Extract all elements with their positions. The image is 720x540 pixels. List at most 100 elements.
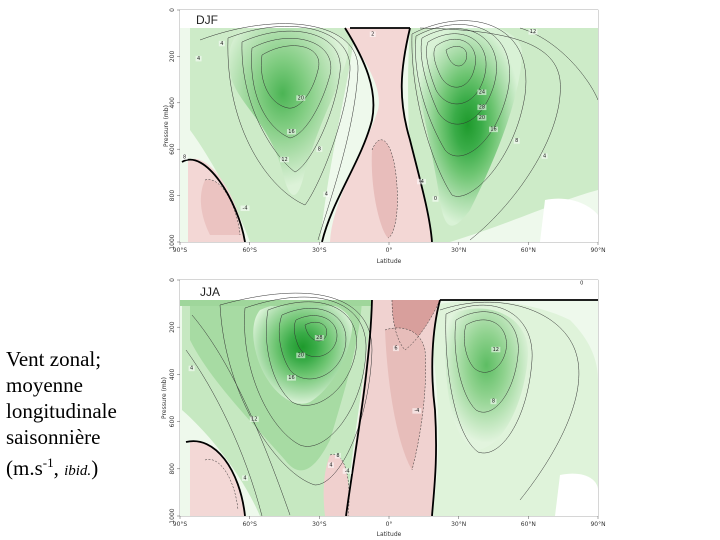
x-tick-label: 0° (386, 521, 393, 528)
jja-zero-lines (185, 299, 598, 516)
contour-label: 4 (197, 56, 200, 62)
contour-label-bg (240, 205, 250, 212)
contour-s-24 (294, 315, 338, 357)
contour-s-16 (266, 301, 357, 406)
contour-label: 12 (493, 347, 499, 353)
djf-contour-labels: 4 4 20 16 12 8 8 4 2 24 28 20 16 12 8 4 0 -4 -4 (181, 29, 548, 212)
y-tick-label: 800 (169, 190, 176, 202)
lower-right-blank (555, 473, 598, 516)
contour-label: 12 (530, 29, 536, 35)
contour-label: 20 (298, 95, 304, 101)
tropical-easterlies (330, 28, 432, 242)
contour-label: 4 (329, 462, 332, 468)
contour-s-4 (199, 23, 359, 241)
contour-neg-4 (384, 327, 426, 471)
djf-zero-lines (181, 27, 433, 242)
x-tick-label: 30°S (312, 247, 327, 254)
contour-n-20 (426, 33, 487, 105)
caption-unit-prefix: (m.s (6, 456, 43, 480)
contour-label-bg (249, 416, 259, 422)
contour-label: 8 (515, 138, 518, 144)
contour-s-20 (261, 45, 320, 109)
contour-label-bg (323, 191, 330, 198)
contour-label-bg (417, 178, 427, 185)
contour-label-bg (491, 346, 501, 353)
contour-label-bg (490, 398, 497, 405)
contour-n-12 (415, 24, 510, 157)
caption-unit-suffix: ) (91, 456, 99, 480)
contour-label-bg (342, 468, 352, 474)
contour-label-bg (242, 475, 249, 481)
zero-line-south (345, 299, 373, 516)
contour-s-8 (227, 26, 351, 206)
contour-label: 4 (543, 153, 546, 159)
contour-n-8 (411, 20, 527, 197)
contour-label-bg (334, 453, 341, 459)
contour-label-bg (327, 462, 334, 468)
contour-label: 0 (580, 281, 583, 287)
contour-label: 6 (394, 346, 397, 352)
x-tick-label: 30°S (312, 521, 327, 528)
polar-easterlies-south (190, 441, 245, 516)
contour-label: 8 (492, 399, 495, 405)
contour-label: 28 (316, 335, 322, 341)
contour-label: -4 (243, 206, 248, 212)
contour-label-bg (477, 104, 487, 111)
contour-label-bg (392, 345, 399, 352)
contour-s-12 (241, 30, 341, 173)
easterly-core (371, 139, 398, 238)
contour-label: 4 (243, 475, 246, 481)
contour-label: 8 (336, 453, 339, 459)
contour-s-8 (219, 292, 373, 486)
easterly-middle (385, 327, 426, 470)
x-tick-label: 90°N (590, 521, 605, 528)
contour-n-8 (454, 311, 519, 413)
contour-n-4 (445, 304, 533, 454)
zero-line-north (431, 299, 441, 516)
contour-label: 12 (281, 157, 287, 163)
y-tick-label: 200 (169, 50, 176, 62)
x-tick-label: 0° (386, 247, 393, 254)
y-tick-label: 400 (169, 97, 176, 109)
contour-label: 16 (288, 375, 294, 381)
jja-x-ticks: 90°S 60°S 30°S 0° 30°N 60°N 90°N (173, 516, 606, 528)
contour-label-bg (489, 126, 498, 133)
zero-line-polar-south (185, 440, 246, 516)
contour-s-20 (279, 308, 347, 380)
contour-label: 12 (251, 416, 257, 422)
zero-line-north (400, 27, 433, 242)
caption-unit-exponent: -1 (42, 455, 54, 470)
caption-ibid: ibid. (64, 463, 92, 479)
djf-x-axis-title: Latitude (377, 258, 402, 265)
contour-label: 0 (434, 196, 437, 202)
y-tick-label: 400 (169, 368, 176, 380)
zero-line-south (321, 27, 375, 242)
caption-unit-separator: , (53, 456, 65, 480)
figure-caption: Vent zonal; moyenne longitudinale saison… (6, 346, 166, 484)
contour-label: -4 (414, 408, 419, 414)
contour-label-bg (296, 95, 306, 101)
contour-label: 4 (325, 192, 328, 198)
contour-label-bg (513, 138, 520, 144)
contour-s-outer (185, 349, 263, 516)
stratosphere-cap (180, 10, 598, 28)
contour-label-bg (477, 115, 487, 121)
contour-neg-polar (204, 459, 239, 511)
contour-n-12 (464, 319, 507, 373)
northern-jet-core (444, 308, 529, 450)
contour-neg-6 (391, 299, 441, 351)
contour-label-bg (195, 55, 202, 62)
contour-neg-south (204, 179, 241, 236)
contour-s-4 (191, 314, 291, 516)
contour-label-bg (412, 408, 422, 414)
contour-label: 4 (220, 41, 223, 47)
contour-label: -4 (345, 468, 350, 474)
contour-label: 24 (479, 90, 485, 96)
djf-panel-title: DJF (196, 13, 218, 27)
x-tick-label: 60°S (242, 521, 257, 528)
polar-easterlies-south-core (200, 179, 240, 235)
contour-neg-2 (371, 139, 398, 239)
contour-label-bg (528, 29, 538, 35)
